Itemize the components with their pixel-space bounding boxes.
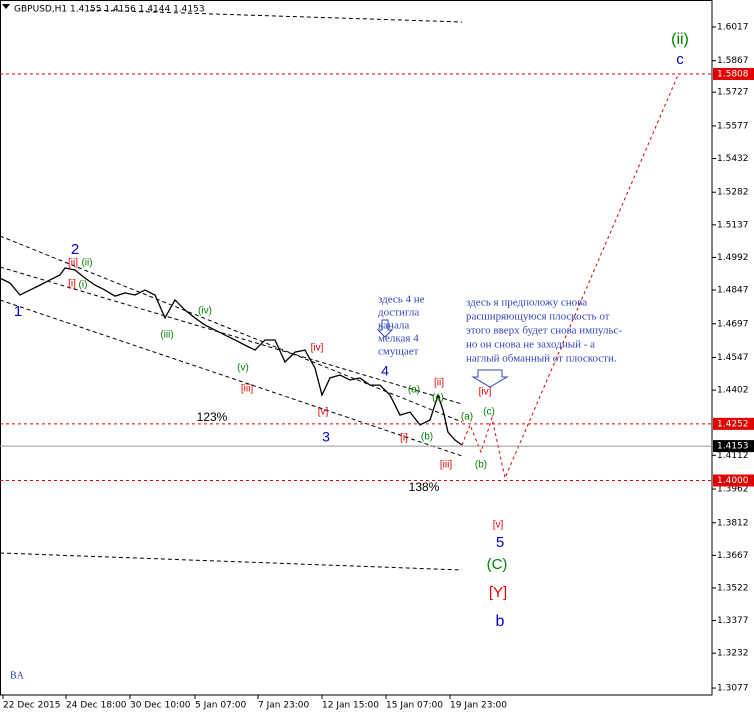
wave-label: (a): [461, 412, 473, 423]
x-tick-label: 15 Jan 07:00: [386, 701, 443, 711]
plot-frame: [0, 0, 713, 696]
channel-line: [89, 9, 463, 23]
y-tick-label: 1.4847: [717, 286, 749, 296]
y-tick-label: 1.3232: [717, 649, 749, 659]
x-tick-label: 22 Dec 2015: [3, 701, 61, 711]
channel-line: [0, 552, 463, 571]
wave-label: (iv): [198, 306, 212, 317]
x-tick-label: 24 Dec 18:00: [66, 701, 127, 711]
level-label-box: [713, 67, 754, 80]
y-tick-label: 1.6017: [717, 22, 749, 32]
wave-label: (ii): [671, 31, 689, 48]
y-tick-label: 1.3667: [717, 551, 749, 561]
wave-label: (iii): [160, 330, 173, 341]
wave-label: (c): [432, 393, 444, 404]
wave-label: [ii]: [68, 258, 78, 269]
wave-label: (v): [237, 363, 249, 374]
y-tick-label: 1.4697: [717, 319, 749, 329]
wave-label: (C): [487, 556, 508, 573]
y-tick-label: 1.3962: [717, 485, 749, 495]
note-line: здесь 4 не: [378, 294, 425, 306]
wave-label: 5: [496, 534, 504, 551]
level-label: 1.4153: [717, 442, 749, 452]
wave-label: (i): [79, 280, 88, 291]
wave-label: [iii]: [241, 384, 253, 395]
y-tick-label: 1.5282: [717, 188, 749, 198]
wave-label: b: [496, 613, 505, 630]
wave-label: 2: [71, 241, 79, 258]
y-tick-label: 1.5137: [717, 220, 749, 230]
wave-label: [i]: [68, 279, 76, 290]
wave-label: 123%: [197, 410, 228, 424]
note-line: здесь я предположу снова: [466, 297, 587, 309]
y-tick-label: 1.3522: [717, 583, 749, 593]
y-tick-label: 1.4402: [717, 386, 749, 396]
y-tick-label: 1.3812: [717, 518, 749, 528]
y-tick-label: 1.3077: [717, 684, 749, 694]
watermark: BA: [10, 670, 25, 681]
wave-label: [iv]: [479, 387, 492, 398]
wave-label: (ii): [81, 258, 92, 269]
wave-label: 138%: [409, 480, 440, 494]
channel-line: [0, 299, 463, 457]
level-label-box: [713, 440, 754, 453]
wave-label: [i]: [400, 433, 408, 444]
channel-line: [0, 266, 463, 405]
wave-label: 3: [322, 429, 330, 445]
wave-label: [Y]: [489, 584, 507, 601]
wave-label: (b): [421, 432, 433, 443]
y-tick-label: 1.4547: [717, 353, 749, 363]
price-line: [0, 267, 463, 446]
wave-label: c: [676, 51, 684, 68]
arrow: [471, 369, 509, 388]
y-tick-label: 1.5867: [717, 56, 749, 66]
wave-label: [v]: [493, 520, 504, 531]
x-tick-label: 12 Jan 15:00: [322, 701, 379, 711]
note-line: расширяющуюся плоскость от: [466, 311, 610, 323]
x-tick-label: 19 Jan 23:00: [450, 701, 507, 711]
wave-label: [iii]: [440, 460, 452, 471]
level-label-box: [713, 417, 754, 430]
y-tick-label: 1.3377: [717, 616, 749, 626]
level-label-box: [713, 474, 754, 487]
note-line: наглый обманный от плоскости.: [466, 353, 617, 365]
wave-label: 4: [381, 363, 389, 379]
projection: [461, 74, 679, 480]
wave-label: 1: [14, 303, 22, 320]
y-tick-label: 1.5577: [717, 121, 749, 131]
note-line: этого вверх будет снова импульс-: [466, 325, 622, 337]
y-tick-label: 1.5432: [717, 154, 749, 164]
level-label: 1.5808: [717, 69, 749, 79]
arrow: [376, 319, 394, 338]
x-tick-label: 30 Dec 10:00: [130, 701, 191, 711]
chart-title: GBPUSD,H1 1.4155 1.4156 1.4144 1.4153: [14, 5, 205, 15]
level-label: 1.4000: [717, 476, 749, 486]
note-line: смущает: [378, 346, 419, 358]
wave-label: (c): [483, 407, 495, 418]
y-tick-label: 1.4112: [717, 451, 749, 461]
note-line: канала: [378, 320, 409, 332]
note-line: мелкая 4: [378, 333, 419, 345]
note-line: достигла: [378, 307, 419, 319]
wave-label: (a): [408, 385, 420, 396]
y-tick-label: 1.4992: [717, 253, 749, 263]
note-line: но он снова не заходный - а: [466, 339, 595, 351]
wave-label: [ii]: [434, 378, 444, 389]
level-label: 1.4252: [717, 419, 749, 429]
symbol-marker: [2, 4, 10, 9]
x-tick-label: 7 Jan 23:00: [258, 701, 310, 711]
wave-label: [v]: [318, 407, 329, 418]
wave-label: [iv]: [311, 343, 324, 354]
y-tick-label: 1.5727: [717, 88, 749, 98]
wave-label: (b): [475, 460, 487, 471]
x-tick-label: 5 Jan 07:00: [195, 701, 247, 711]
